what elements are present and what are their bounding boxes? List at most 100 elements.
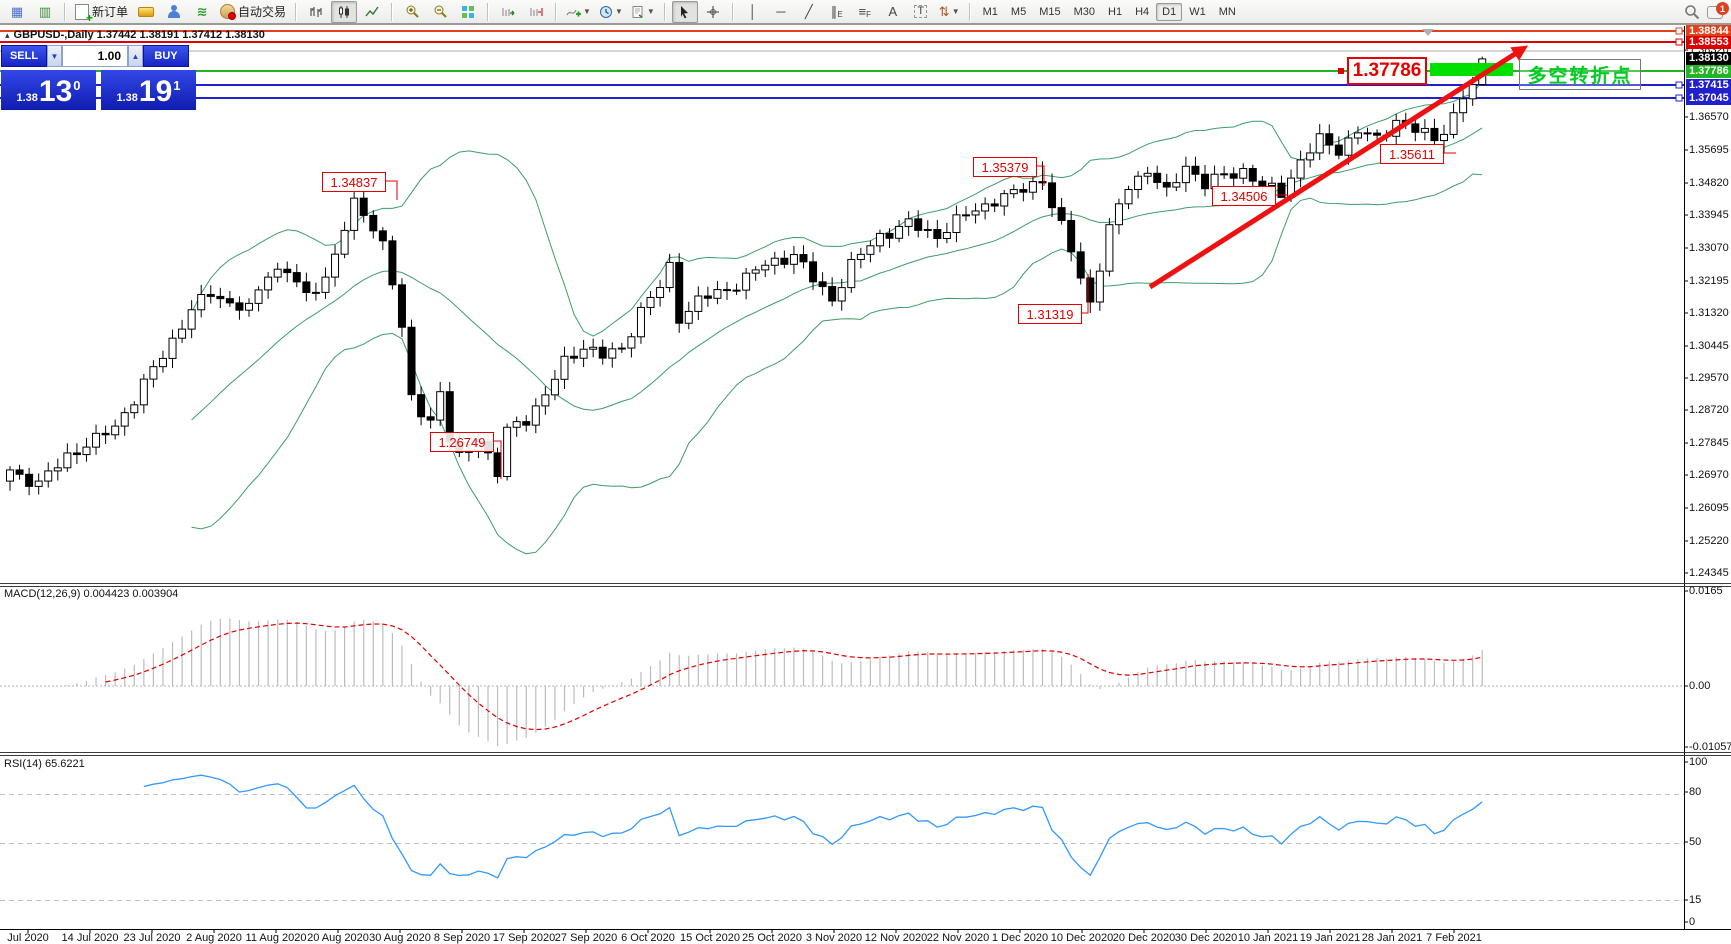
macd-axis-label: 0.00 bbox=[1689, 680, 1711, 692]
fibonacci-tool-icon[interactable]: ≡ F bbox=[858, 4, 872, 19]
price-axis-badge: 1.37786 bbox=[1686, 64, 1731, 78]
price-callout-label[interactable]: 1.34837 bbox=[322, 172, 386, 192]
text-label-tool-icon[interactable]: T bbox=[908, 1, 934, 23]
price-callout-label[interactable]: 1.31319 bbox=[1018, 304, 1082, 324]
vertical-line-tool-icon[interactable]: │ bbox=[748, 4, 757, 19]
timeframe-d1[interactable]: D1 bbox=[1156, 2, 1183, 21]
sell-button[interactable]: SELL bbox=[1, 45, 47, 67]
price-axis-label: 1.34820 bbox=[1689, 177, 1729, 189]
dropdown-arrow-icon: ▼ bbox=[951, 7, 960, 16]
price-callout-label[interactable]: 1.35379 bbox=[973, 157, 1037, 177]
date-axis-label: 30 Dec 2020 bbox=[1174, 932, 1238, 944]
price-axis-label: 1.36570 bbox=[1689, 111, 1729, 123]
date-axis-label: 17 Sep 2020 bbox=[492, 932, 556, 944]
auto-scroll-icon[interactable] bbox=[495, 1, 521, 23]
line-handle[interactable] bbox=[1675, 27, 1683, 35]
line-handle[interactable] bbox=[1675, 81, 1683, 89]
line-chart-mode-icon[interactable] bbox=[359, 1, 385, 23]
price-axis-badge: 1.38844 bbox=[1686, 24, 1731, 38]
window-list-icon[interactable]: ▦ bbox=[10, 4, 24, 19]
date-axis-label: 27 Sep 2020 bbox=[554, 932, 618, 944]
arrows-tool-icon[interactable]: ⇅ ▼ bbox=[938, 4, 960, 19]
timeframe-m30[interactable]: M30 bbox=[1073, 5, 1095, 18]
timeframe-w1[interactable]: W1 bbox=[1189, 5, 1206, 18]
toolbar-separator bbox=[555, 2, 558, 21]
volume-increase-button[interactable]: ▲ bbox=[128, 45, 143, 67]
new-order-button[interactable]: + 新订单 bbox=[72, 1, 131, 24]
candle-chart-mode-icon[interactable] bbox=[331, 0, 358, 23]
auto-trading-button[interactable]: 自动交易 bbox=[217, 1, 289, 23]
price-callout-label[interactable]: 1.26749 bbox=[430, 432, 494, 452]
date-axis-label: 30 Aug 2020 bbox=[369, 932, 431, 944]
line-handle[interactable] bbox=[1675, 94, 1683, 102]
volume-decrease-button[interactable]: ▼ bbox=[47, 45, 62, 67]
rsi-value: 65.6221 bbox=[44, 758, 85, 770]
search-icon[interactable] bbox=[1679, 1, 1705, 23]
price-level-label[interactable]: 1.37786 bbox=[1347, 57, 1427, 85]
volume-input[interactable]: 1.00 bbox=[62, 45, 128, 67]
line-handle[interactable] bbox=[1675, 38, 1683, 46]
price-callout-label[interactable]: 1.35611 bbox=[1380, 144, 1444, 164]
price-axis-label: 1.31320 bbox=[1689, 307, 1729, 319]
gold-deposit-icon[interactable] bbox=[133, 1, 159, 23]
chart-title-text: GBPUSD-,Daily 1.37442 1.38191 1.37412 1.… bbox=[13, 29, 265, 41]
periods-button[interactable]: ▼ bbox=[596, 1, 626, 23]
chart-shift-icon[interactable] bbox=[523, 1, 549, 23]
timeframe-m1[interactable]: M1 bbox=[982, 5, 998, 18]
price-axis-label: 1.27845 bbox=[1689, 437, 1729, 449]
one-click-trade-panel: SELL ▼ 1.00 ▲ BUY 1.38 13 0 1.38 19 1 bbox=[1, 45, 196, 110]
price-axis-label: 1.26970 bbox=[1689, 469, 1729, 481]
zoom-in-icon[interactable] bbox=[399, 1, 425, 23]
sell-price-display[interactable]: 1.38 13 0 bbox=[1, 70, 96, 110]
timeframe-m5[interactable]: M5 bbox=[1010, 5, 1027, 18]
toolbar-separator bbox=[391, 2, 394, 21]
cursor-tool-icon[interactable] bbox=[671, 0, 698, 23]
toolbar-separator bbox=[64, 2, 66, 21]
new-order-icon: + bbox=[75, 3, 93, 24]
price-axis-badge: 1.38553 bbox=[1686, 35, 1731, 49]
timeframe-m15[interactable]: M15 bbox=[1039, 5, 1061, 18]
rsi-axis-label: 80 bbox=[1689, 786, 1702, 798]
channel-tool-icon[interactable]: ∥ E bbox=[830, 4, 843, 19]
price-callout-label[interactable]: 1.34506 bbox=[1212, 186, 1276, 206]
bar-chart-mode-icon[interactable] bbox=[303, 1, 329, 23]
date-axis-label: 1 Dec 2020 bbox=[991, 932, 1049, 944]
date-axis-label: Jul 2020 bbox=[7, 932, 49, 944]
trend-arrow[interactable] bbox=[1148, 49, 1520, 290]
turning-point-note[interactable]: 多空转折点 bbox=[1519, 59, 1641, 90]
chart-preview-icon[interactable]: ▥ bbox=[38, 4, 52, 19]
date-axis-label: 6 Oct 2020 bbox=[621, 932, 675, 944]
timeframe-h4[interactable]: H4 bbox=[1135, 5, 1150, 18]
horizontal-line-tool-icon[interactable]: ─ bbox=[776, 4, 786, 19]
main-toolbar: ▦ ▥ + 新订单 ≋ 自动交易 bbox=[0, 0, 1731, 24]
templates-button[interactable]: ▼ bbox=[628, 1, 658, 23]
notifications-icon[interactable]: 1 bbox=[1707, 2, 1729, 20]
text-tool-icon[interactable]: A bbox=[888, 4, 898, 19]
date-axis-label: 8 Sep 2020 bbox=[433, 932, 491, 944]
price-axis-label: 1.26095 bbox=[1689, 502, 1729, 514]
price-axis-label: 1.33945 bbox=[1689, 209, 1729, 221]
date-axis-label: 7 Feb 2021 bbox=[1426, 932, 1482, 944]
indicators-button[interactable]: ▼ bbox=[563, 1, 594, 23]
rsi-axis-label: 0 bbox=[1689, 916, 1696, 928]
toolbar-separator bbox=[663, 2, 666, 21]
buy-price-display[interactable]: 1.38 19 1 bbox=[101, 70, 196, 110]
signals-icon[interactable]: ≋ bbox=[196, 3, 208, 19]
macd-axis-label: 0.0165 bbox=[1689, 585, 1723, 597]
trendline-tool-icon[interactable]: ╱ bbox=[804, 4, 813, 19]
price-axis-label: 1.28720 bbox=[1689, 404, 1729, 416]
timeframe-bar: M1 M5 M15 M30 H1 H4 D1 W1 MN bbox=[977, 2, 1242, 21]
community-icon[interactable] bbox=[161, 1, 187, 23]
tile-windows-icon[interactable] bbox=[455, 1, 481, 23]
toolbar-separator bbox=[968, 2, 971, 21]
date-axis-label: 20 Dec 2020 bbox=[1112, 932, 1176, 944]
crosshair-tool-icon[interactable] bbox=[700, 1, 726, 23]
buy-button[interactable]: BUY bbox=[143, 45, 189, 67]
zoom-out-icon[interactable] bbox=[427, 1, 453, 23]
timeframe-mn[interactable]: MN bbox=[1218, 5, 1236, 18]
collapse-icon[interactable]: ▴ bbox=[5, 30, 10, 40]
timeframe-h1[interactable]: H1 bbox=[1108, 5, 1123, 18]
